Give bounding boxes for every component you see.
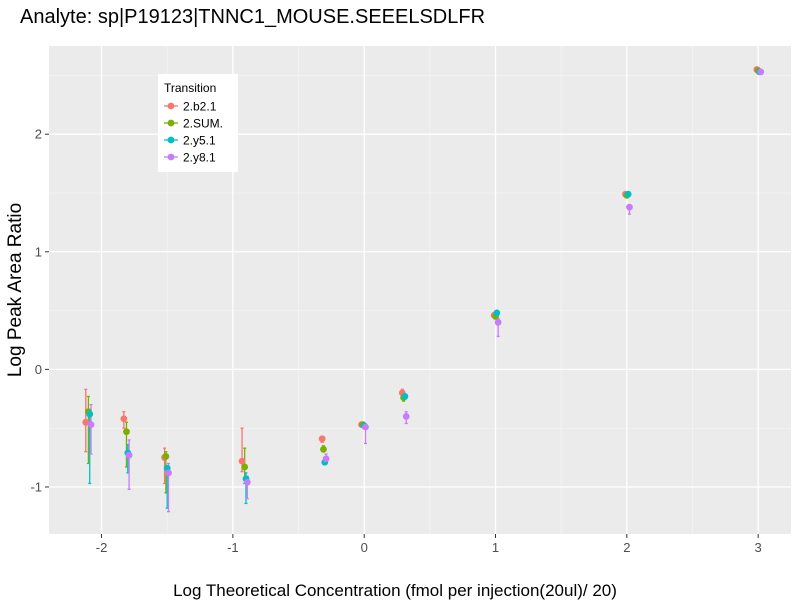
legend-item: 2.b2.1 — [164, 100, 217, 114]
y-tick-label: 2 — [35, 127, 42, 142]
legend: Transition 2.b2.1 2.SUM. 2.y5.1 2.y8.1 — [158, 74, 238, 172]
data-point — [401, 393, 409, 400]
data-point — [626, 203, 633, 211]
major-gridlines — [49, 46, 791, 534]
y-tick-label: 1 — [35, 244, 42, 259]
legend-label: 2.SUM. — [183, 117, 223, 131]
legend-key-point — [167, 153, 175, 161]
legend-label: 2.y5.1 — [183, 134, 216, 148]
data-point — [494, 318, 502, 326]
x-tick-label: -1 — [227, 540, 239, 555]
legend-label: 2.b2.1 — [183, 100, 217, 114]
data-point — [402, 413, 410, 420]
y-axis-title: Log Peak Area Ratio — [5, 203, 26, 377]
data-point — [322, 455, 330, 463]
data-point — [87, 421, 95, 429]
x-tick-label: -2 — [96, 540, 108, 555]
legend-item: 2.y5.1 — [164, 134, 216, 148]
data-point — [757, 68, 765, 76]
legend-item: 2.SUM. — [164, 117, 223, 131]
x-tick-label: 1 — [492, 540, 499, 555]
data-point — [125, 451, 133, 459]
chart-title: Analyte: sp|P19123|TNNC1_MOUSE.SEEELSDLF… — [20, 6, 485, 28]
legend-key-point — [167, 102, 175, 110]
data-point — [162, 452, 170, 460]
data-point — [493, 309, 501, 317]
data-point — [243, 478, 251, 486]
data-point — [362, 423, 369, 431]
x-tick-label: 0 — [361, 540, 368, 555]
legend-items: 2.b2.1 2.SUM. 2.y5.1 2.y8.1 — [164, 100, 223, 165]
data-point — [238, 457, 246, 465]
legend-label: 2.y8.1 — [183, 151, 216, 165]
data-point — [241, 463, 249, 471]
x-axis: -2 -1 0 1 2 3 — [96, 534, 762, 555]
data-point — [624, 190, 632, 198]
data-point — [123, 428, 130, 436]
legend-key-point — [167, 136, 175, 144]
data-point — [165, 469, 172, 477]
x-tick-label: 2 — [623, 540, 630, 555]
data-point — [318, 435, 326, 443]
y-axis: -1 0 1 2 — [30, 127, 49, 494]
data-points — [82, 66, 765, 486]
data-point — [82, 418, 90, 426]
y-tick-label: -1 — [30, 479, 42, 494]
data-point — [120, 415, 128, 423]
legend-item: 2.y8.1 — [164, 151, 216, 165]
x-tick-label: 3 — [755, 540, 762, 555]
legend-key-point — [167, 119, 175, 127]
legend-title: Transition — [164, 81, 216, 95]
x-axis-title: Log Theoretical Concentration (fmol per … — [173, 581, 617, 600]
data-point — [86, 410, 94, 418]
y-tick-label: 0 — [35, 362, 42, 377]
data-point — [320, 445, 327, 453]
